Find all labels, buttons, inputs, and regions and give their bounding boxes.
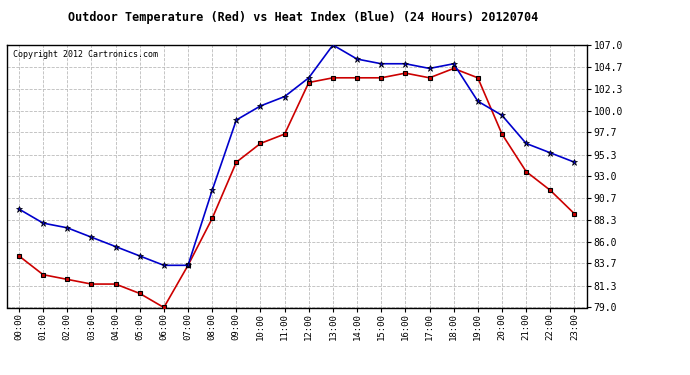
Text: Outdoor Temperature (Red) vs Heat Index (Blue) (24 Hours) 20120704: Outdoor Temperature (Red) vs Heat Index … <box>68 11 539 24</box>
Text: Copyright 2012 Cartronics.com: Copyright 2012 Cartronics.com <box>12 50 158 59</box>
